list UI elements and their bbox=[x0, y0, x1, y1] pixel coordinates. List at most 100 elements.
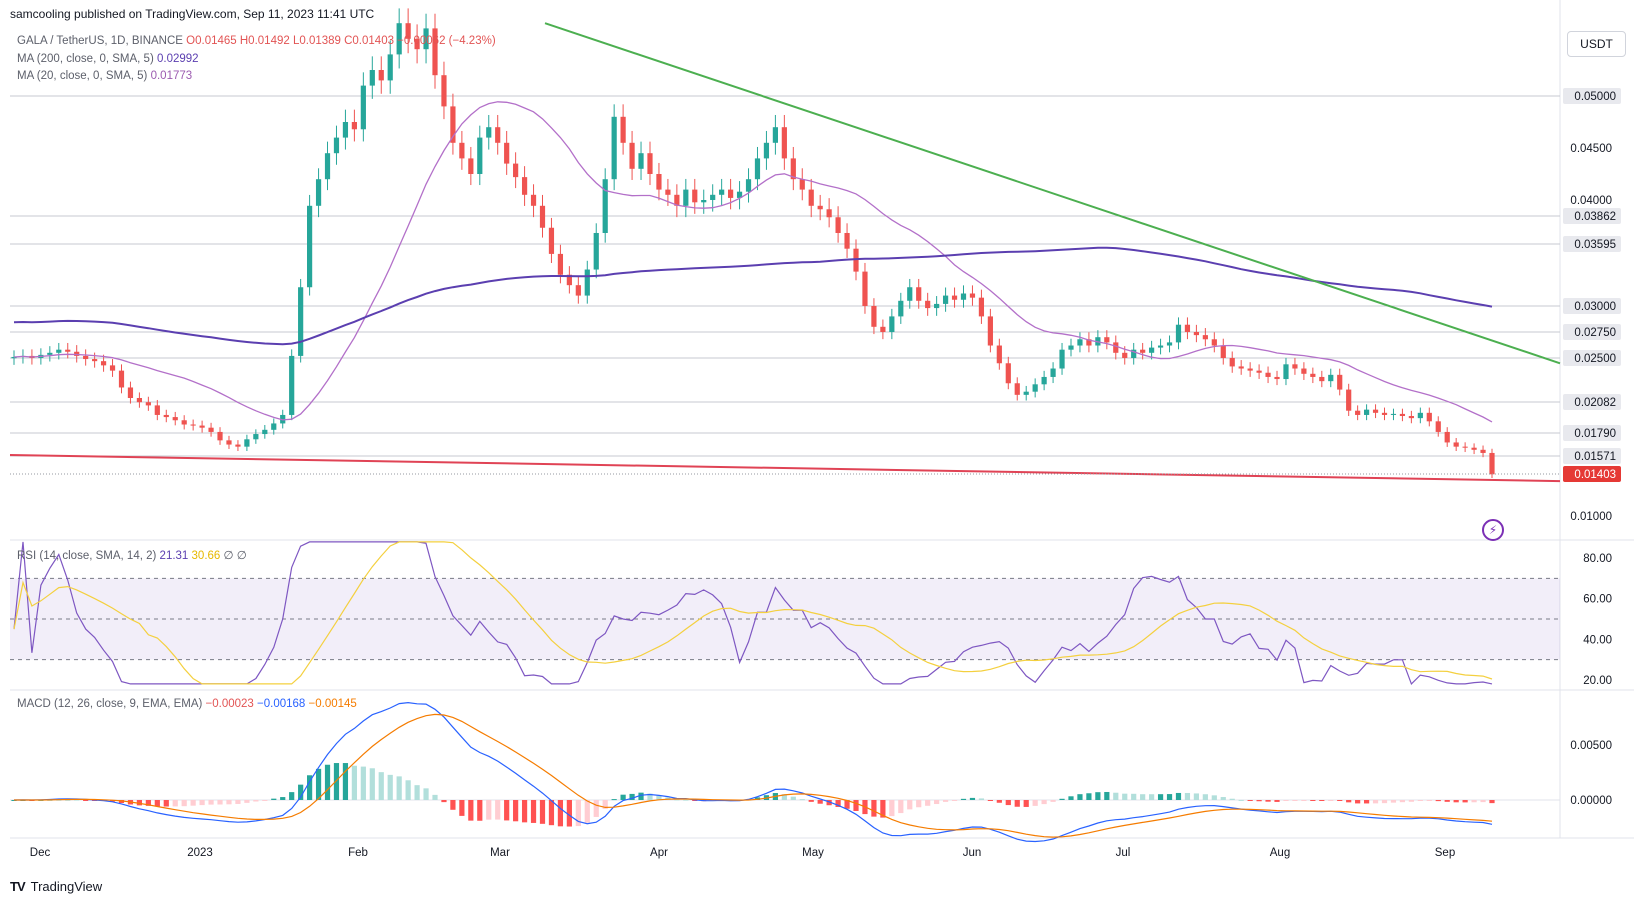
macd-label: MACD (12, 26, close, 9, EMA, EMA) bbox=[17, 698, 203, 710]
macd-histogram-bar bbox=[486, 800, 492, 820]
candle-body bbox=[351, 122, 357, 130]
candle-body bbox=[217, 431, 223, 441]
candle-body bbox=[235, 444, 241, 447]
candle-body bbox=[1023, 391, 1029, 395]
macd-histogram-bar bbox=[1166, 794, 1173, 800]
macd-histogram-bar bbox=[271, 798, 277, 800]
candle-body bbox=[1337, 374, 1343, 390]
candle-body bbox=[987, 316, 993, 346]
macd-histogram-bar bbox=[1113, 792, 1119, 800]
macd-histogram-bar bbox=[1381, 800, 1388, 804]
macd-histogram-bar bbox=[11, 800, 17, 801]
ohlc-readout: O0.01465 H0.01492 L0.01389 C0.01403 −0.0… bbox=[186, 35, 496, 47]
candle-body bbox=[844, 232, 850, 249]
macd-histogram-bar bbox=[1077, 794, 1083, 800]
macd-histogram-bar bbox=[351, 765, 357, 800]
rsi-tick-label: 80.00 bbox=[1583, 553, 1612, 565]
macd-histogram-bar bbox=[1157, 794, 1164, 800]
level-label: 0.05000 bbox=[1574, 91, 1616, 103]
macd-histogram-bar bbox=[925, 800, 931, 806]
candle-body bbox=[1193, 332, 1199, 336]
candle-body bbox=[728, 189, 734, 198]
tradingview-brand[interactable]: TV TradingView bbox=[10, 879, 102, 894]
ma20-value: 0.01773 bbox=[150, 70, 193, 82]
macd-histogram-bar bbox=[405, 780, 411, 800]
lightning-icon[interactable]: ⚡ bbox=[1482, 519, 1504, 541]
trendline-resistance bbox=[544, 22, 1561, 365]
macd-histogram-bar bbox=[871, 800, 877, 817]
macd-histogram-bar bbox=[1471, 800, 1477, 803]
macd-histogram-bar bbox=[566, 800, 572, 827]
macd-histogram-bar bbox=[1122, 793, 1128, 800]
candle-body bbox=[566, 274, 572, 286]
candle-body bbox=[942, 295, 949, 304]
rsi-ma-value: 30.66 bbox=[191, 550, 221, 562]
candle-body bbox=[1328, 374, 1334, 382]
candle-body bbox=[1077, 339, 1083, 346]
candle-body bbox=[495, 127, 501, 143]
macd-histogram-bar bbox=[674, 799, 680, 801]
candle-body bbox=[271, 423, 277, 430]
macd-histogram-bar bbox=[298, 784, 304, 800]
candle-body bbox=[199, 425, 205, 428]
macd-histogram-bar bbox=[584, 800, 590, 823]
candle-body bbox=[1059, 349, 1065, 369]
candle-body bbox=[333, 137, 340, 154]
macd-histogram-bar bbox=[387, 774, 393, 800]
macd-histogram-bar bbox=[1032, 800, 1038, 806]
candle-body bbox=[1014, 383, 1020, 395]
macd-histogram-bar bbox=[181, 800, 187, 807]
rsi-tick-label: 60.00 bbox=[1583, 594, 1612, 606]
macd-histogram-bar bbox=[602, 800, 608, 809]
macd-histogram-bar bbox=[441, 800, 447, 803]
candle-body bbox=[1005, 363, 1011, 384]
macd-histogram-bar bbox=[942, 800, 949, 802]
candle-body bbox=[1211, 339, 1217, 346]
candle-body bbox=[960, 293, 967, 300]
candle-body bbox=[548, 227, 555, 254]
candle-body bbox=[1372, 409, 1379, 413]
macd-histogram-bar bbox=[235, 800, 241, 804]
candle-body bbox=[1140, 349, 1146, 353]
rsi-line bbox=[13, 541, 1493, 685]
macd-histogram-bar bbox=[1104, 791, 1110, 800]
macd-histogram-bar bbox=[360, 766, 366, 800]
candle-body bbox=[1041, 376, 1047, 385]
macd-histogram-bar bbox=[118, 800, 125, 804]
candle-body bbox=[307, 205, 313, 288]
price-tick-label: 0.04000 bbox=[1570, 195, 1612, 207]
macd-histogram-bar bbox=[611, 799, 617, 801]
candle-body bbox=[907, 287, 913, 301]
macd-histogram-bar bbox=[226, 800, 232, 805]
candle-body bbox=[315, 179, 322, 206]
candle-body bbox=[593, 232, 599, 270]
macd-histogram-bar bbox=[548, 800, 555, 826]
candle-body bbox=[1399, 413, 1406, 417]
candle-body bbox=[754, 158, 761, 180]
candle-body bbox=[396, 23, 402, 55]
candle-body bbox=[1390, 413, 1397, 415]
candle-body bbox=[1184, 324, 1191, 332]
currency-button[interactable]: USDT bbox=[1567, 31, 1626, 57]
level-label-box bbox=[1563, 298, 1621, 314]
candle-body bbox=[1462, 446, 1468, 448]
candle-body bbox=[925, 300, 931, 309]
candle-body bbox=[118, 370, 125, 388]
candle-body bbox=[1408, 416, 1414, 419]
macd-histogram-bar bbox=[190, 800, 196, 806]
macd-histogram-bar bbox=[844, 800, 850, 809]
macd-histogram-bar bbox=[1184, 792, 1191, 800]
candle-body bbox=[423, 28, 429, 50]
rsi-label: RSI (14, close, SMA, 14, 2) bbox=[17, 550, 157, 562]
price-tick-label: 0.01000 bbox=[1570, 511, 1612, 523]
macd-histogram-bar bbox=[638, 792, 644, 800]
candle-body bbox=[65, 349, 71, 352]
macd-histogram-bar bbox=[253, 800, 259, 802]
macd-histogram-bar bbox=[781, 794, 787, 800]
candle-body bbox=[1355, 410, 1361, 415]
macd-histogram-bar bbox=[1372, 800, 1379, 804]
candle-body bbox=[1292, 364, 1298, 369]
candle-body bbox=[1247, 368, 1253, 371]
candle-body bbox=[1157, 345, 1164, 348]
